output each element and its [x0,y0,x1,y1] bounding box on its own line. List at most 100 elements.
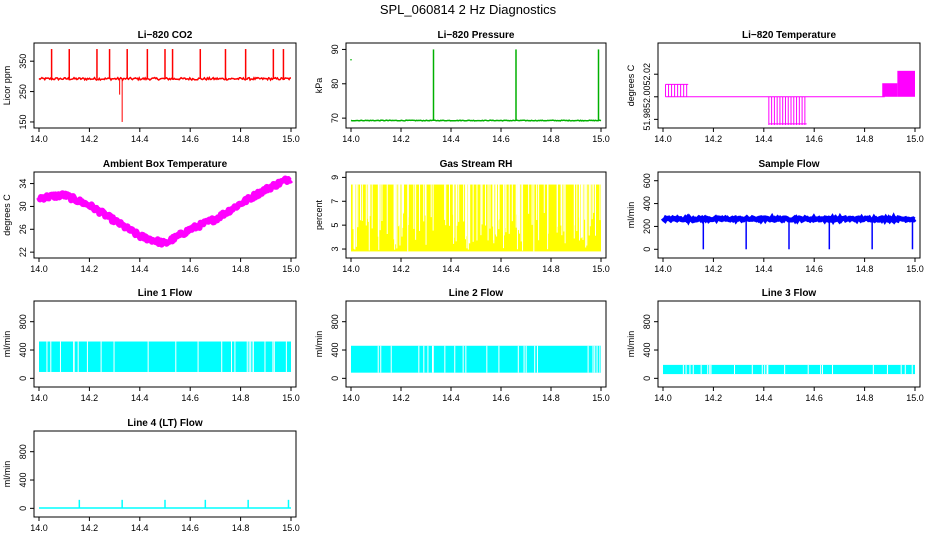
x-tick-label: 15.0 [906,393,924,403]
data-block [882,83,898,97]
y-tick-label: 0 [642,376,652,381]
x-tick-label: 14.2 [705,264,723,274]
plot-frame [345,171,607,259]
x-tick-label: 14.0 [30,523,48,533]
x-tick-label: 14.0 [342,264,360,274]
x-tick-label: 14.0 [342,393,360,403]
y-axis-label: ml/min [2,461,12,488]
x-tick-label: 14.4 [131,264,149,274]
x-tick-label: 14.4 [442,264,460,274]
data-band [663,364,915,375]
y-tick-label: 9 [330,175,340,180]
data-series-line [350,119,602,122]
y-tick-label: 90 [330,44,340,54]
y-tick-label: 200 [642,219,652,234]
x-tick-label: 14.2 [392,134,410,144]
y-tick-label: 800 [18,444,28,459]
y-tick-label: 3 [330,247,340,252]
x-tick-label: 14.8 [542,134,560,144]
y-tick-label: 34 [18,179,28,189]
x-tick-label: 14.0 [30,264,48,274]
y-tick-label: 26 [18,224,28,234]
plot-frame [345,300,607,388]
x-tick-label: 14.4 [442,393,460,403]
data-block [897,70,915,97]
data-band [351,345,601,373]
y-tick-label: 5 [330,223,340,228]
x-tick-label: 15.0 [282,523,300,533]
x-tick-label: 14.8 [856,264,874,274]
x-tick-label: 15.0 [906,264,924,274]
y-tick-label: 0 [330,376,340,381]
x-tick-label: 14.2 [392,264,410,274]
y-tick-label: 400 [642,196,652,211]
y-axis-label: degrees C [626,64,636,106]
x-tick-label: 14.2 [81,393,99,403]
chart-panel-temperature: Li−820 Temperature degrees C 14.0 14.2 14.4 1… [626,30,924,144]
x-tick-label: 14.6 [181,523,199,533]
y-tick-label: 800 [18,314,28,329]
chart-title: Gas Stream RH [440,159,513,170]
y-axis-label: kPa [314,78,324,94]
x-tick-label: 14.4 [131,134,149,144]
x-tick-label: 14.8 [232,264,250,274]
x-tick-label: 14.0 [654,264,672,274]
y-tick-label: 150 [18,114,28,129]
x-tick-label: 14.6 [492,393,510,403]
x-tick-label: 14.8 [856,393,874,403]
chart-title: Line 4 (LT) Flow [127,418,203,429]
y-axis-label: ml/min [626,331,636,358]
x-tick-label: 14.6 [181,134,199,144]
chart-title: Line 3 Flow [762,288,817,299]
y-tick-label: 0 [18,506,28,511]
x-tick-label: 14.6 [805,134,823,144]
x-tick-label: 14.2 [81,523,99,533]
chart-title: Ambient Box Temperature [103,159,228,170]
y-tick-label: 0 [642,247,652,252]
chart-title: Li−820 Temperature [742,30,836,41]
y-tick-label: 400 [642,343,652,358]
plot-frame [657,300,921,388]
chart-panel-line1: Line 1 Flow ml/min 14.0 14.2 14.4 14.6 14.8 15.… [2,288,300,403]
y-axis-label: Licor ppm [2,66,12,106]
x-tick-label: 14.8 [232,523,250,533]
y-tick-label: 250 [18,84,28,99]
chart-panel-ambient: Ambient Box Temperature degrees C 14.0 14.2… [2,159,300,274]
x-tick-label: 14.0 [654,393,672,403]
y-axis-label: percent [314,199,324,230]
plot-frame [33,42,297,129]
data-point [350,58,352,61]
x-tick-label: 14.2 [705,393,723,403]
figure-title: SPL_060814 2 Hz Diagnostics [379,2,557,17]
x-tick-label: 14.4 [131,523,149,533]
y-tick-label: 30 [18,201,28,211]
chart-title: Line 2 Flow [449,288,504,299]
y-tick-label: 0 [18,376,28,381]
y-tick-label: 800 [330,314,340,329]
x-tick-label: 14.4 [755,264,773,274]
x-tick-label: 14.4 [755,134,773,144]
y-axis-label: ml/min [2,331,12,358]
x-tick-label: 14.6 [181,393,199,403]
x-tick-label: 14.4 [755,393,773,403]
x-tick-label: 14.0 [30,134,48,144]
x-tick-label: 14.2 [705,134,723,144]
x-tick-label: 15.0 [592,264,610,274]
y-tick-label: 22 [18,247,28,257]
x-tick-label: 14.6 [805,264,823,274]
x-tick-label: 14.4 [442,134,460,144]
y-axis-label: degrees C [2,194,12,236]
y-tick-label: 51.98 [642,108,652,131]
x-tick-label: 14.4 [131,393,149,403]
y-tick-label: 52.02 [642,63,652,86]
plot-frame [657,42,921,129]
x-tick-label: 14.8 [542,393,560,403]
x-tick-label: 14.8 [232,393,250,403]
chart-panel-rh: Gas Stream RH percent 14.0 14.2 14.4 14.6 14.8… [314,159,610,274]
y-tick-label: 7 [330,199,340,204]
x-tick-label: 14.6 [492,264,510,274]
chart-title: Sample Flow [758,159,819,170]
x-tick-label: 14.0 [342,134,360,144]
chart-panel-line2: Line 2 Flow ml/min 14.0 14.2 14.4 14.6 14.8 15.… [314,288,610,403]
